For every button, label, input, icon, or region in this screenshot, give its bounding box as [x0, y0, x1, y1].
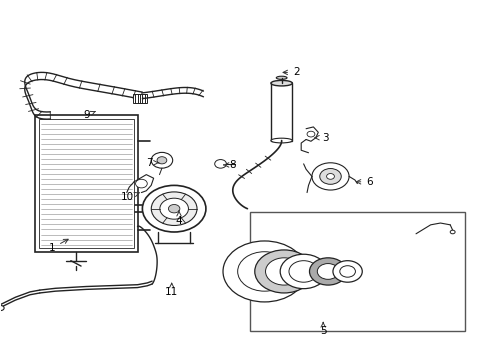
Text: 3: 3 — [315, 133, 329, 143]
Text: 5: 5 — [320, 323, 326, 336]
Ellipse shape — [271, 80, 293, 86]
Text: 7: 7 — [147, 158, 159, 168]
Bar — [39, 119, 134, 248]
Bar — [250, 212, 465, 330]
Circle shape — [289, 261, 318, 282]
Circle shape — [238, 252, 292, 291]
Text: 11: 11 — [165, 283, 178, 297]
Text: 1: 1 — [49, 239, 68, 253]
Text: 6: 6 — [356, 177, 373, 187]
Circle shape — [320, 168, 341, 184]
Circle shape — [136, 179, 147, 188]
Circle shape — [266, 258, 303, 285]
Circle shape — [340, 266, 355, 277]
Ellipse shape — [271, 138, 293, 143]
Ellipse shape — [276, 76, 287, 79]
Circle shape — [160, 198, 189, 219]
Bar — [271, 83, 293, 140]
Circle shape — [307, 131, 315, 137]
Circle shape — [215, 159, 226, 168]
Circle shape — [151, 152, 172, 168]
Circle shape — [255, 250, 314, 293]
Circle shape — [333, 261, 362, 282]
Circle shape — [318, 264, 339, 279]
Text: 9: 9 — [83, 111, 95, 121]
Text: 8: 8 — [224, 160, 236, 170]
Bar — [35, 116, 138, 252]
Bar — [133, 94, 147, 103]
Circle shape — [169, 204, 180, 213]
Circle shape — [280, 254, 327, 289]
Circle shape — [0, 306, 4, 311]
Text: 2: 2 — [283, 67, 299, 77]
Circle shape — [151, 192, 197, 225]
Circle shape — [327, 174, 334, 179]
Circle shape — [450, 230, 455, 234]
Circle shape — [310, 258, 346, 285]
Text: 10: 10 — [121, 192, 140, 202]
Circle shape — [223, 241, 306, 302]
Circle shape — [143, 185, 206, 232]
Text: 4: 4 — [176, 211, 182, 226]
Circle shape — [312, 163, 349, 190]
Circle shape — [157, 157, 167, 164]
